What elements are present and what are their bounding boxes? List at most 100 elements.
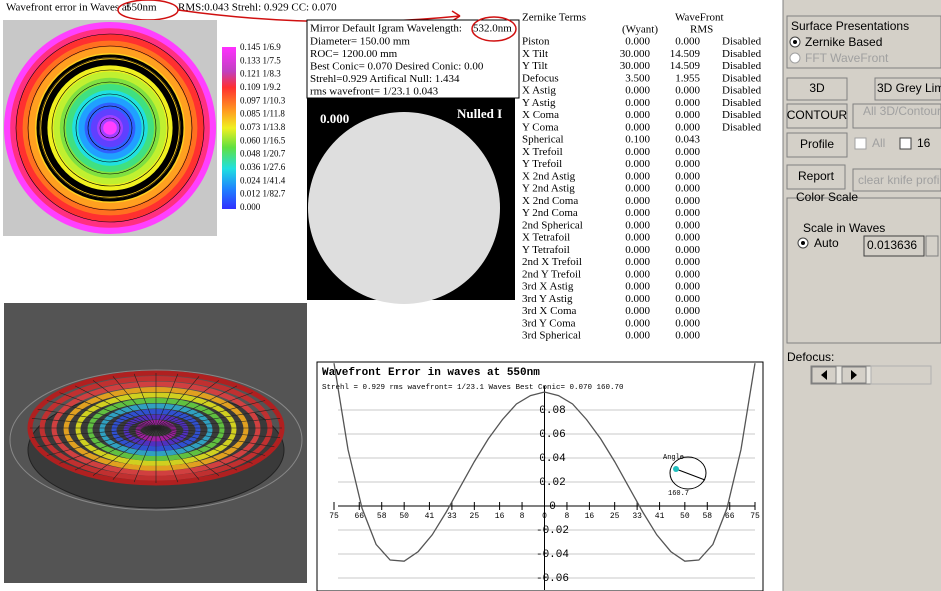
button[interactable] (786, 164, 846, 190)
term-rms: 0.000 (675, 305, 700, 317)
term-rms: 0.000 (675, 317, 700, 329)
term-wyant: 0.000 (625, 305, 650, 317)
x-tick-label: 16 (495, 512, 505, 521)
radio-label[interactable]: Auto (814, 236, 839, 250)
term-wyant: 3.500 (625, 72, 650, 84)
term-name: X Astig (522, 85, 556, 97)
term-rms: 0.000 (675, 268, 700, 280)
term-wyant: 0.000 (625, 293, 650, 305)
term-rms: 14.509 (670, 60, 701, 72)
input-value[interactable]: 0.013636 (867, 238, 917, 252)
contour-line (51, 69, 169, 187)
mesh-line (133, 427, 157, 483)
term-rms: 1.955 (675, 72, 700, 84)
mesh-line (92, 380, 157, 429)
button-label[interactable]: CONTOUR (787, 108, 848, 122)
term-name: Y 2nd Coma (522, 207, 578, 219)
mesh-line (31, 418, 157, 429)
term-wyant: 0.000 (625, 207, 650, 219)
term-name: 2nd Y Trefoil (522, 268, 581, 280)
mesh-line (155, 418, 281, 429)
term-rms: 0.000 (675, 170, 700, 182)
colorbar-label: 0.133 1/7.5 (240, 55, 281, 65)
term-name: X Tetrafoil (522, 232, 570, 244)
x-tick-label: 75 (750, 512, 760, 521)
contour-line (27, 45, 193, 211)
term-status: Disabled (722, 48, 762, 60)
button[interactable] (786, 132, 848, 158)
button[interactable] (852, 103, 941, 129)
term-name: X 2nd Astig (522, 170, 576, 182)
button-label[interactable]: Report (798, 169, 835, 183)
mesh-line (74, 385, 157, 429)
term-name: 3rd X Astig (522, 281, 574, 293)
term-wyant: 0.000 (625, 146, 650, 158)
checkbox[interactable] (899, 137, 912, 150)
annotation: Angle (663, 454, 684, 462)
term-rms: 0.000 (675, 256, 700, 268)
group-box (786, 197, 941, 344)
mesh-line (155, 427, 275, 448)
term-wyant: 0.000 (625, 268, 650, 280)
y-tick-label: 0.04 (539, 453, 566, 465)
highlight (471, 16, 517, 42)
term-wyant: 0.000 (625, 170, 650, 182)
mesh-line (112, 427, 157, 480)
colorbar-label: 0.121 1/8.3 (240, 69, 281, 79)
term-name: Y Astig (522, 97, 556, 109)
mesh-line (155, 427, 179, 483)
radio-label[interactable]: Zernike Based (805, 35, 882, 49)
button[interactable] (786, 103, 848, 129)
button[interactable] (786, 77, 848, 101)
mesh-line (46, 427, 157, 456)
button[interactable] (874, 77, 941, 101)
term-rms: 14.509 (670, 48, 701, 60)
colorbar-label: 0.012 1/82.7 (240, 189, 286, 199)
group-title: Color Scale (796, 190, 858, 204)
x-tick-label: 66 (354, 512, 364, 521)
colorbar-label: 0.085 1/11.8 (240, 109, 285, 119)
info-text: Best Conic= 0.070 Desired Conic: 0.00 (310, 61, 484, 73)
term-wyant: 0.100 (625, 134, 650, 146)
term-rms: 0.000 (675, 97, 700, 109)
image-label: Nulled I (457, 106, 502, 121)
checkbox[interactable] (854, 137, 867, 150)
info-text: Mirror Default Igram Wavelength: (310, 23, 462, 35)
term-name: 3rd X Coma (522, 305, 577, 317)
button-label[interactable]: Profile (800, 137, 834, 151)
x-tick-label: 25 (610, 512, 620, 521)
button-label[interactable]: 3D Grey Limit (877, 81, 941, 95)
term-rms: 0.000 (675, 281, 700, 293)
mesh-line (112, 376, 157, 429)
term-name: Defocus (522, 72, 559, 84)
radio[interactable] (789, 52, 801, 64)
button-label[interactable]: All 3D/Contours (863, 104, 941, 118)
button-label[interactable]: 3D (809, 81, 825, 95)
mesh-line (37, 408, 157, 429)
angle-indicator (675, 468, 706, 481)
arrow-icon (821, 370, 827, 380)
spinner[interactable] (925, 235, 939, 257)
term-wyant: 0.000 (625, 330, 650, 342)
colorbar-label: 0.036 1/27.6 (240, 162, 286, 172)
angle-handle (673, 466, 679, 472)
term-status: Disabled (722, 109, 762, 121)
term-name: X 2nd Coma (522, 195, 578, 207)
colorbar-label: 0.073 1/13.8 (240, 122, 286, 132)
checkbox-label[interactable]: All (872, 136, 885, 150)
radio-label[interactable]: FFT WaveFront (805, 51, 889, 65)
term-wyant: 0.000 (625, 109, 650, 121)
mesh-line (59, 427, 157, 464)
button[interactable] (852, 168, 941, 192)
checkbox-label[interactable]: 16 (917, 136, 931, 150)
x-tick-label: 0 (542, 512, 547, 521)
contour-line (87, 105, 133, 151)
mesh-line (155, 380, 220, 429)
term-rms: 0.000 (675, 36, 700, 48)
input[interactable] (863, 235, 925, 257)
platform (9, 369, 303, 511)
button-label[interactable]: clear knife profiles (858, 173, 941, 187)
x-tick-label: 50 (680, 512, 690, 521)
colorbar-label: 0.000 (240, 202, 261, 212)
